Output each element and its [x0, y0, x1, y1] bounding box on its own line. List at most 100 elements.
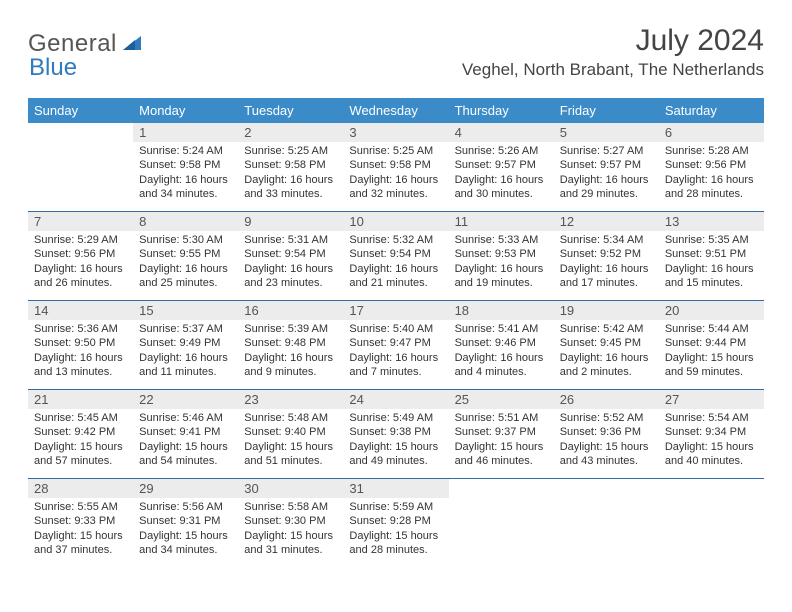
day-line: Sunrise: 5:31 AM: [244, 233, 337, 247]
logo-sail-icon: [121, 32, 143, 57]
day-line: Daylight: 16 hours and 21 minutes.: [349, 262, 442, 291]
day-line: Sunset: 9:57 PM: [560, 158, 653, 172]
weekday-header: Monday: [133, 98, 238, 123]
day-line: Sunset: 9:34 PM: [665, 425, 758, 439]
day-number: 2: [238, 123, 343, 142]
day-cell: 2Sunrise: 5:25 AMSunset: 9:58 PMDaylight…: [238, 123, 343, 211]
day-cell: 27Sunrise: 5:54 AMSunset: 9:34 PMDayligh…: [659, 390, 764, 478]
day-line: Sunset: 9:54 PM: [349, 247, 442, 261]
day-cell: [554, 479, 659, 567]
day-number: 22: [133, 390, 238, 409]
weekday-header: Saturday: [659, 98, 764, 123]
day-line: Daylight: 16 hours and 23 minutes.: [244, 262, 337, 291]
day-number: [554, 479, 659, 498]
day-line: Sunset: 9:50 PM: [34, 336, 127, 350]
day-line: Sunset: 9:46 PM: [455, 336, 548, 350]
day-cell: 7Sunrise: 5:29 AMSunset: 9:56 PMDaylight…: [28, 212, 133, 300]
day-line: Sunset: 9:58 PM: [139, 158, 232, 172]
day-body: Sunrise: 5:40 AMSunset: 9:47 PMDaylight:…: [343, 320, 448, 385]
day-line: Sunrise: 5:44 AM: [665, 322, 758, 336]
day-body: Sunrise: 5:49 AMSunset: 9:38 PMDaylight:…: [343, 409, 448, 474]
day-line: Sunrise: 5:36 AM: [34, 322, 127, 336]
day-line: Sunset: 9:55 PM: [139, 247, 232, 261]
day-number: 15: [133, 301, 238, 320]
day-cell: 14Sunrise: 5:36 AMSunset: 9:50 PMDayligh…: [28, 301, 133, 389]
day-line: Sunset: 9:33 PM: [34, 514, 127, 528]
day-line: Sunset: 9:56 PM: [34, 247, 127, 261]
day-line: Daylight: 16 hours and 29 minutes.: [560, 173, 653, 202]
day-line: Sunrise: 5:49 AM: [349, 411, 442, 425]
day-body: Sunrise: 5:45 AMSunset: 9:42 PMDaylight:…: [28, 409, 133, 474]
day-number: 12: [554, 212, 659, 231]
day-line: Sunset: 9:44 PM: [665, 336, 758, 350]
day-number: 5: [554, 123, 659, 142]
day-body: [449, 498, 554, 506]
day-body: Sunrise: 5:36 AMSunset: 9:50 PMDaylight:…: [28, 320, 133, 385]
day-body: Sunrise: 5:25 AMSunset: 9:58 PMDaylight:…: [238, 142, 343, 207]
day-line: Daylight: 15 hours and 46 minutes.: [455, 440, 548, 469]
weekday-header: Tuesday: [238, 98, 343, 123]
day-line: Sunset: 9:36 PM: [560, 425, 653, 439]
day-body: Sunrise: 5:27 AMSunset: 9:57 PMDaylight:…: [554, 142, 659, 207]
day-line: Sunset: 9:42 PM: [34, 425, 127, 439]
day-line: Sunrise: 5:25 AM: [349, 144, 442, 158]
weekday-header-row: SundayMondayTuesdayWednesdayThursdayFrid…: [28, 98, 764, 123]
day-line: Sunrise: 5:58 AM: [244, 500, 337, 514]
day-line: Sunrise: 5:51 AM: [455, 411, 548, 425]
day-line: Daylight: 16 hours and 9 minutes.: [244, 351, 337, 380]
weekday-header: Wednesday: [343, 98, 448, 123]
day-cell: 26Sunrise: 5:52 AMSunset: 9:36 PMDayligh…: [554, 390, 659, 478]
day-cell: 5Sunrise: 5:27 AMSunset: 9:57 PMDaylight…: [554, 123, 659, 211]
day-line: Daylight: 15 hours and 57 minutes.: [34, 440, 127, 469]
day-cell: 25Sunrise: 5:51 AMSunset: 9:37 PMDayligh…: [449, 390, 554, 478]
day-line: Daylight: 16 hours and 25 minutes.: [139, 262, 232, 291]
day-number: 17: [343, 301, 448, 320]
day-body: Sunrise: 5:52 AMSunset: 9:36 PMDaylight:…: [554, 409, 659, 474]
day-line: Sunrise: 5:56 AM: [139, 500, 232, 514]
day-cell: [28, 123, 133, 211]
day-body: Sunrise: 5:48 AMSunset: 9:40 PMDaylight:…: [238, 409, 343, 474]
day-line: Sunrise: 5:35 AM: [665, 233, 758, 247]
day-body: [659, 498, 764, 506]
day-number: 23: [238, 390, 343, 409]
day-line: Sunset: 9:47 PM: [349, 336, 442, 350]
day-line: Sunrise: 5:55 AM: [34, 500, 127, 514]
day-cell: 19Sunrise: 5:42 AMSunset: 9:45 PMDayligh…: [554, 301, 659, 389]
day-line: Sunrise: 5:30 AM: [139, 233, 232, 247]
day-line: Sunset: 9:41 PM: [139, 425, 232, 439]
day-line: Sunset: 9:57 PM: [455, 158, 548, 172]
day-number: 20: [659, 301, 764, 320]
day-line: Sunrise: 5:59 AM: [349, 500, 442, 514]
day-line: Sunset: 9:38 PM: [349, 425, 442, 439]
day-line: Daylight: 16 hours and 4 minutes.: [455, 351, 548, 380]
day-line: Daylight: 15 hours and 54 minutes.: [139, 440, 232, 469]
day-body: Sunrise: 5:37 AMSunset: 9:49 PMDaylight:…: [133, 320, 238, 385]
week-row: 21Sunrise: 5:45 AMSunset: 9:42 PMDayligh…: [28, 390, 764, 479]
weekday-header: Thursday: [449, 98, 554, 123]
day-body: Sunrise: 5:51 AMSunset: 9:37 PMDaylight:…: [449, 409, 554, 474]
day-body: Sunrise: 5:39 AMSunset: 9:48 PMDaylight:…: [238, 320, 343, 385]
day-line: Daylight: 15 hours and 28 minutes.: [349, 529, 442, 558]
calendar: SundayMondayTuesdayWednesdayThursdayFrid…: [28, 98, 764, 567]
day-line: Daylight: 16 hours and 7 minutes.: [349, 351, 442, 380]
day-number: 4: [449, 123, 554, 142]
day-number: 8: [133, 212, 238, 231]
day-cell: 23Sunrise: 5:48 AMSunset: 9:40 PMDayligh…: [238, 390, 343, 478]
day-cell: 1Sunrise: 5:24 AMSunset: 9:58 PMDaylight…: [133, 123, 238, 211]
day-line: Daylight: 15 hours and 43 minutes.: [560, 440, 653, 469]
day-line: Sunrise: 5:40 AM: [349, 322, 442, 336]
day-number: 1: [133, 123, 238, 142]
page-title: July 2024: [462, 24, 764, 58]
day-number: 28: [28, 479, 133, 498]
day-cell: 10Sunrise: 5:32 AMSunset: 9:54 PMDayligh…: [343, 212, 448, 300]
day-line: Daylight: 16 hours and 17 minutes.: [560, 262, 653, 291]
day-cell: 22Sunrise: 5:46 AMSunset: 9:41 PMDayligh…: [133, 390, 238, 478]
day-cell: 18Sunrise: 5:41 AMSunset: 9:46 PMDayligh…: [449, 301, 554, 389]
day-body: Sunrise: 5:41 AMSunset: 9:46 PMDaylight:…: [449, 320, 554, 385]
day-line: Daylight: 16 hours and 15 minutes.: [665, 262, 758, 291]
day-line: Sunrise: 5:26 AM: [455, 144, 548, 158]
day-line: Sunrise: 5:24 AM: [139, 144, 232, 158]
week-row: 1 Sunrise: 5:24 AMSunset: 9:58 PM Daylight…: [28, 123, 764, 212]
logo-text-blue: Blue: [29, 54, 77, 81]
day-cell: 11Sunrise: 5:33 AMSunset: 9:53 PMDayligh…: [449, 212, 554, 300]
